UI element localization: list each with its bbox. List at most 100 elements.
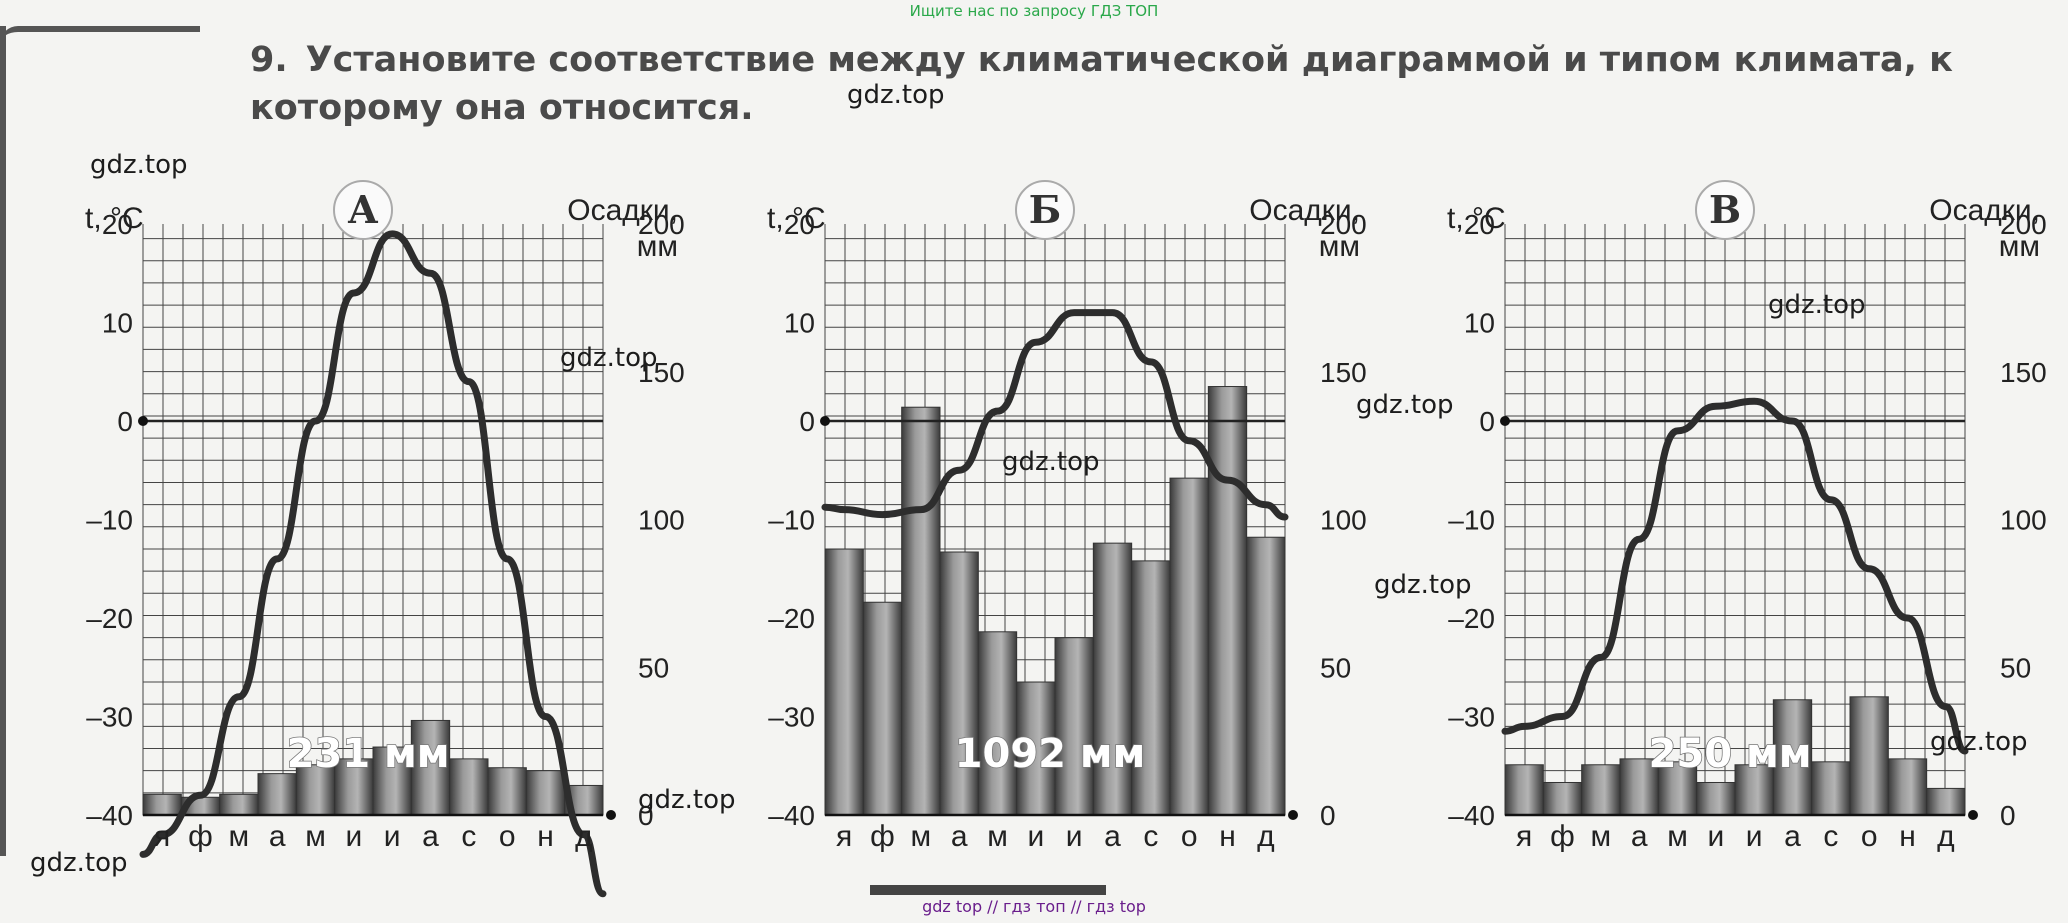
annual-precip-total: 231 мм: [287, 731, 450, 777]
month-label: а: [269, 820, 286, 853]
temp-tick-label: –30: [86, 702, 133, 733]
axis-end-marker: [1288, 810, 1298, 820]
precipitation-bar: [410, 719, 451, 816]
precipitation-bar: [372, 746, 412, 816]
chart-letter: А: [348, 187, 379, 232]
task-text: Установите соответствие между климатичес…: [250, 40, 1953, 128]
precipitation-bar: [1092, 542, 1133, 816]
zero-marker: [820, 416, 830, 426]
month-label: и: [345, 820, 362, 853]
precip-tick-label: 50: [638, 652, 669, 683]
climate-chart-1: t, °C Осадки,мм20100–10–20–30–40200150100…: [85, 180, 685, 898]
precip-tick-label: 200: [638, 209, 685, 240]
temp-tick-label: –10: [1448, 505, 1495, 536]
precip-tick-label: 150: [638, 357, 685, 388]
month-label: и: [384, 820, 401, 853]
temp-axis-label: t, °C: [1447, 202, 1506, 235]
temp-tick-label: –30: [768, 702, 815, 733]
month-label: ф: [188, 820, 213, 853]
month-label: и: [1746, 820, 1763, 853]
watermark: gdz.top: [1374, 570, 1472, 600]
zero-marker: [138, 416, 148, 426]
month-label: н: [1899, 820, 1916, 853]
page-frame-left: [0, 26, 6, 856]
temp-tick-label: 0: [117, 406, 133, 437]
temp-tick-label: –40: [768, 800, 815, 831]
month-label: о: [1181, 820, 1198, 853]
temp-tick-label: 0: [799, 406, 815, 437]
watermark: gdz.top: [638, 785, 736, 815]
temp-tick-label: –30: [1448, 702, 1495, 733]
watermark: gdz.top: [1768, 290, 1866, 320]
month-label: с: [1823, 820, 1838, 853]
temp-tick-label: 10: [784, 308, 815, 339]
month-label: н: [537, 820, 554, 853]
temp-tick-label: –20: [1448, 603, 1495, 634]
month-label: д: [1937, 820, 1955, 853]
precipitation-bar: [257, 773, 297, 816]
month-label: а: [1104, 820, 1121, 853]
temp-tick-label: –20: [768, 603, 815, 634]
temperature-curve: [821, 309, 1289, 521]
precipitation-bar: [1926, 787, 1966, 816]
temp-tick-label: 20: [102, 209, 133, 240]
precipitation-bar: [977, 631, 1018, 816]
precip-axis-unit: мм: [1999, 230, 2040, 263]
precip-tick-label: 0: [638, 800, 654, 831]
precip-axis-unit: мм: [637, 230, 678, 263]
precip-tick-label: 150: [2000, 357, 2047, 388]
month-label: о: [1861, 820, 1878, 853]
precip-tick-label: 200: [2000, 209, 2047, 240]
temp-tick-label: –20: [86, 603, 133, 634]
month-label: ф: [870, 820, 895, 853]
axis-end-marker: [606, 810, 616, 820]
chart-letter: В: [1709, 187, 1741, 232]
precip-axis-label: Осадки,: [567, 194, 678, 227]
precip-tick-label: 0: [2000, 800, 2016, 831]
axis-end-marker: [1968, 810, 1978, 820]
precip-axis-label: Осадки,: [1249, 194, 1360, 227]
precip-axis-label: Осадки,: [1929, 194, 2040, 227]
precipitation-bar: [1657, 761, 1698, 816]
precipitation-bar: [1849, 696, 1889, 816]
month-label: м: [229, 820, 250, 853]
precipitation-bar: [449, 758, 489, 816]
month-label: д: [1257, 820, 1275, 853]
month-label: а: [951, 820, 968, 853]
temperature-curve: [1501, 397, 1969, 755]
month-label: м: [305, 820, 326, 853]
watermark: gdz.top: [847, 80, 945, 110]
page-edge-strip: [870, 885, 1106, 895]
temp-tick-label: 0: [1479, 406, 1495, 437]
precipitation-bar: [219, 793, 259, 816]
precipitation-bar: [1581, 764, 1621, 816]
chart-letter: Б: [1029, 187, 1061, 232]
month-label: о: [499, 820, 516, 853]
precip-tick-label: 50: [1320, 652, 1351, 683]
precipitation-bar: [1169, 477, 1209, 816]
precipitation-bar: [824, 548, 864, 816]
watermark: gdz.top: [1356, 390, 1454, 420]
month-label: м: [911, 820, 932, 853]
precip-tick-label: 100: [2000, 505, 2047, 536]
month-label: м: [1591, 820, 1612, 853]
precipitation-bar: [862, 601, 903, 816]
precipitation-bar: [1772, 699, 1813, 816]
precipitation-bar: [487, 767, 527, 816]
precipitation-bar: [1887, 758, 1928, 816]
precip-tick-label: 100: [638, 505, 685, 536]
month-label: а: [1631, 820, 1648, 853]
precip-tick-label: 100: [1320, 505, 1367, 536]
temp-tick-label: 10: [1464, 308, 1495, 339]
search-banner[interactable]: Ищите нас по запросу ГДЗ ТОП: [909, 2, 1159, 20]
footer-links[interactable]: gdz top // гдз топ // гдз top: [922, 897, 1146, 916]
temp-tick-label: 20: [1464, 209, 1495, 240]
precip-axis-unit: мм: [1319, 230, 1360, 263]
temp-tick-label: 20: [784, 209, 815, 240]
month-label: я: [154, 820, 170, 853]
month-label: с: [461, 820, 476, 853]
watermark: gdz.top: [1002, 447, 1100, 477]
watermark: gdz.top: [1930, 727, 2028, 757]
precipitation-bar: [525, 770, 566, 816]
